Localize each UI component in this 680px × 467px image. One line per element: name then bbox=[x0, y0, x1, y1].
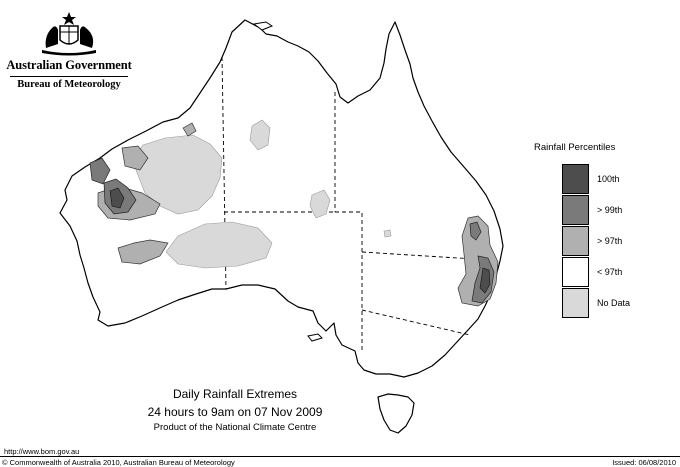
header-divider bbox=[10, 76, 128, 77]
legend-item: 100th bbox=[534, 163, 644, 194]
no-data-region-central bbox=[165, 221, 273, 269]
p100-region-nsw bbox=[479, 267, 491, 294]
legend: Rainfall Percentiles 100th > 99th > 97th… bbox=[534, 142, 644, 318]
bureau-name: Bureau of Meteorology bbox=[17, 79, 121, 90]
legend-label: No Data bbox=[597, 297, 631, 308]
map-product-credit: Product of the National Climate Centre bbox=[153, 422, 317, 433]
map-title: Daily Rainfall Extremes bbox=[172, 387, 298, 401]
bom-website-link[interactable]: http://www.bom.gov.au bbox=[4, 447, 80, 456]
p97-region-wa-south bbox=[117, 239, 169, 265]
sa-qld-nsw-border bbox=[335, 211, 363, 352]
p100-region-wa bbox=[109, 187, 125, 209]
nsw-vic-border bbox=[361, 309, 471, 336]
map-caption: Daily Rainfall Extremes 24 hours to 9am … bbox=[110, 386, 360, 434]
legend-label: > 97th bbox=[597, 235, 623, 246]
legend-label: 100th bbox=[597, 173, 620, 184]
p97-region-wa-coast bbox=[121, 145, 149, 171]
legend-label: > 99th bbox=[597, 204, 623, 215]
legend-swatch bbox=[562, 225, 589, 256]
hundredth-regions bbox=[109, 187, 491, 294]
legend-item: No Data bbox=[534, 287, 644, 318]
issued-date: Issued: 06/08/2010 bbox=[612, 458, 676, 467]
australia-mainland-outline bbox=[59, 19, 504, 378]
legend-item: > 97th bbox=[534, 225, 644, 256]
legend-item: < 97th bbox=[534, 256, 644, 287]
no-data-region-pilbara bbox=[131, 134, 223, 215]
legend-swatch bbox=[562, 194, 589, 225]
kangaroo-island-outline bbox=[307, 333, 323, 342]
government-logo-block: Australian Government Bureau of Meteorol… bbox=[6, 10, 132, 90]
legend-item: > 99th bbox=[534, 194, 644, 225]
no-data-region-nt-north bbox=[249, 119, 271, 151]
legend-title: Rainfall Percentiles bbox=[534, 142, 616, 153]
footer-divider bbox=[0, 456, 680, 457]
legend-label: < 97th bbox=[597, 266, 623, 277]
map-period: 24 hours to 9am on 07 Nov 2009 bbox=[147, 405, 323, 419]
melville-island-outline bbox=[252, 21, 274, 31]
government-name: Australian Government bbox=[6, 58, 132, 72]
legend-swatch bbox=[562, 163, 589, 194]
wa-nt-sa-border bbox=[221, 56, 227, 290]
coat-of-arms-icon bbox=[42, 12, 96, 56]
legend-swatch bbox=[562, 287, 589, 318]
no-data-regions bbox=[131, 119, 392, 269]
no-data-region-small bbox=[383, 229, 392, 238]
copyright-text: © Commonwealth of Australia 2010, Austra… bbox=[2, 458, 235, 467]
p99-region-qld-north bbox=[469, 221, 482, 241]
tasmania-outline bbox=[377, 393, 415, 434]
p99-region-wa-coast bbox=[89, 157, 111, 185]
legend-swatch bbox=[562, 256, 589, 287]
p97-region-wa-north bbox=[182, 122, 197, 137]
no-data-region-nt-south bbox=[309, 189, 331, 219]
